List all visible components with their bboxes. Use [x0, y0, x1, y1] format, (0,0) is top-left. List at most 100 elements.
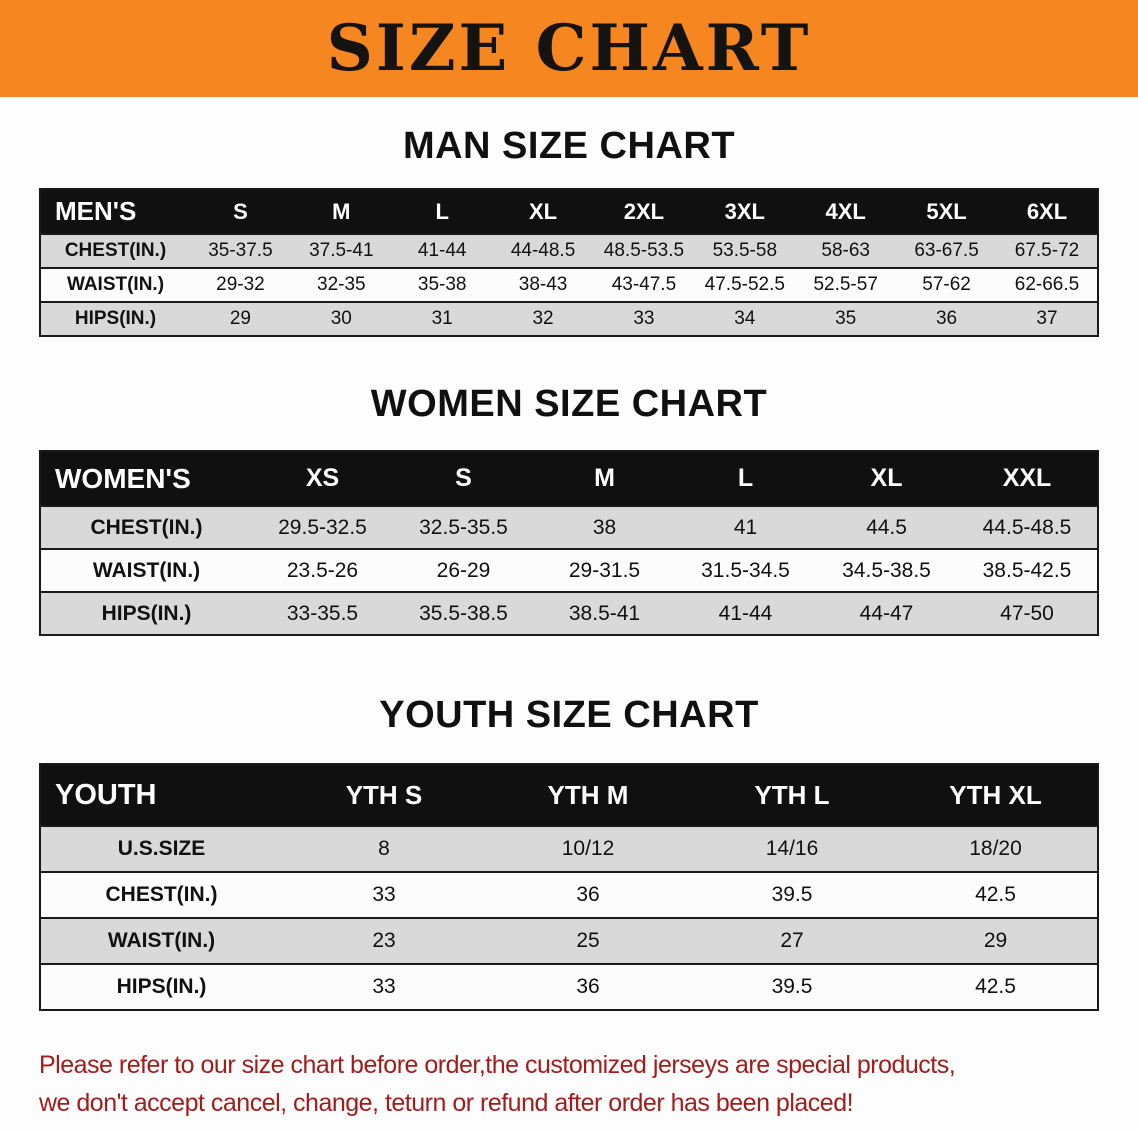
measurement-label: HIPS(IN.) [40, 301, 190, 337]
size-value-cell: 30 [290, 301, 392, 337]
size-value-cell: 44.5 [816, 505, 957, 550]
size-column-header: YTH M [486, 763, 690, 827]
size-column-header: YTH XL [894, 763, 1098, 827]
size-value-cell: 39.5 [690, 871, 894, 919]
size-value-cell: 63-67.5 [896, 233, 997, 269]
table-header-row: WOMEN'S XS S M L XL XXL [40, 450, 1098, 507]
size-value-cell: 27 [690, 917, 894, 965]
women-size-table: WOMEN'S XS S M L XL XXL CHEST(IN.) 29.5-32.5 32.5… [39, 450, 1099, 636]
measurement-label: WAIST(IN.) [40, 548, 252, 593]
size-value-cell: 39.5 [690, 963, 894, 1011]
measurement-row: WAIST(IN.) 29-32 32-35 35-38 38-43 43-47.5 47.… [40, 267, 1098, 303]
footer-disclaimer: Please refer to our size chart before or… [39, 1047, 1099, 1122]
measurement-row: HIPS(IN.) 33-35.5 35.5-38.5 38.5-41 41-44 44-… [40, 591, 1098, 636]
size-value-cell: 31 [391, 301, 493, 337]
youth-size-chart-section: YOUTH SIZE CHART YOUTH YTH S YTH M YTH L YTH… [0, 694, 1138, 1011]
banner: SIZE CHART [0, 0, 1138, 97]
page-title: SIZE CHART [326, 10, 812, 86]
size-value-cell: 10/12 [486, 825, 690, 873]
size-value-cell: 29-32 [190, 267, 291, 303]
men-size-table: MEN'S S M L XL 2XL 3XL 4XL 5XL 6XL CHEST(IN.) 35-37… [39, 188, 1099, 337]
size-value-cell: 38.5-42.5 [957, 548, 1098, 593]
size-column-header: S [393, 450, 534, 507]
size-value-cell: 53.5-58 [694, 233, 796, 269]
size-value-cell: 33 [593, 301, 695, 337]
measurement-label: CHEST(IN.) [40, 233, 190, 269]
measurement-label: WAIST(IN.) [40, 917, 282, 965]
measurement-label: U.S.SIZE [40, 825, 282, 873]
size-value-cell: 47.5-52.5 [694, 267, 796, 303]
size-value-cell: 33 [282, 963, 486, 1011]
size-value-cell: 29 [190, 301, 291, 337]
size-value-cell: 41 [675, 505, 816, 550]
size-value-cell: 14/16 [690, 825, 894, 873]
size-column-header: S [190, 188, 291, 235]
size-value-cell: 25 [486, 917, 690, 965]
size-column-header: M [534, 450, 675, 507]
measurement-row: U.S.SIZE 8 10/12 14/16 18/20 [40, 825, 1098, 873]
measurement-row: HIPS(IN.) 33 36 39.5 42.5 [40, 963, 1098, 1011]
size-value-cell: 67.5-72 [997, 233, 1098, 269]
measurement-row: HIPS(IN.) 29 30 31 32 33 34 35 36 37 [40, 301, 1098, 337]
size-value-cell: 44-47 [816, 591, 957, 636]
size-column-header: 5XL [896, 188, 997, 235]
size-value-cell: 58-63 [795, 233, 897, 269]
men-section-heading: MAN SIZE CHART [402, 125, 736, 167]
table-header-row: MEN'S S M L XL 2XL 3XL 4XL 5XL 6XL [40, 188, 1098, 235]
measurement-label: WAIST(IN.) [40, 267, 190, 303]
size-value-cell: 8 [282, 825, 486, 873]
size-column-header: YTH S [282, 763, 486, 827]
measurement-row: WAIST(IN.) 23 25 27 29 [40, 917, 1098, 965]
size-value-cell: 23.5-26 [252, 548, 393, 593]
measurement-label: HIPS(IN.) [40, 591, 252, 636]
table-header-row: YOUTH YTH S YTH M YTH L YTH XL [40, 763, 1098, 827]
size-value-cell: 36 [896, 301, 997, 337]
women-section-heading: WOMEN SIZE CHART [370, 383, 768, 425]
measurement-row: WAIST(IN.) 23.5-26 26-29 29-31.5 31.5-34.5 34… [40, 548, 1098, 593]
women-size-chart-section: WOMEN SIZE CHART WOMEN'S XS S M L XL XXL CHEST(… [0, 383, 1138, 636]
size-value-cell: 48.5-53.5 [593, 233, 695, 269]
men-size-chart-section: MAN SIZE CHART MEN'S S M L XL 2XL 3XL 4XL 5XL 6XL… [0, 125, 1138, 337]
size-value-cell: 62-66.5 [997, 267, 1098, 303]
measurement-row: CHEST(IN.) 33 36 39.5 42.5 [40, 871, 1098, 919]
size-column-header: 4XL [795, 188, 897, 235]
size-value-cell: 47-50 [957, 591, 1098, 636]
size-value-cell: 41-44 [675, 591, 816, 636]
size-column-header: 2XL [593, 188, 695, 235]
size-column-header: YTH L [690, 763, 894, 827]
size-column-header: 6XL [997, 188, 1098, 235]
youth-size-table: YOUTH YTH S YTH M YTH L YTH XL U.S.SIZE 8 10/12… [39, 763, 1099, 1011]
size-value-cell: 31.5-34.5 [675, 548, 816, 593]
disclaimer-line-2: we don't accept cancel, change, teturn o… [39, 1088, 854, 1117]
size-value-cell: 35 [795, 301, 897, 337]
size-value-cell: 35-38 [391, 267, 493, 303]
size-value-cell: 35.5-38.5 [393, 591, 534, 636]
disclaimer-line-1: Please refer to our size chart before or… [39, 1051, 956, 1079]
size-value-cell: 35-37.5 [190, 233, 291, 269]
youth-section-heading: YOUTH SIZE CHART [379, 694, 759, 736]
size-value-cell: 32 [492, 301, 594, 337]
measurement-label: HIPS(IN.) [40, 963, 282, 1011]
table-group-label: MEN'S [40, 188, 190, 235]
size-column-header: L [391, 188, 493, 235]
measurement-row: CHEST(IN.) 29.5-32.5 32.5-35.5 38 41 44.5 44.5… [40, 505, 1098, 550]
size-value-cell: 37 [997, 301, 1098, 337]
size-column-header: XS [252, 450, 393, 507]
size-value-cell: 38 [534, 505, 675, 550]
size-value-cell: 37.5-41 [290, 233, 392, 269]
size-value-cell: 34 [694, 301, 796, 337]
size-column-header: L [675, 450, 816, 507]
size-value-cell: 52.5-57 [795, 267, 897, 303]
size-value-cell: 26-29 [393, 548, 534, 593]
size-value-cell: 29.5-32.5 [252, 505, 393, 550]
size-column-header: 3XL [694, 188, 796, 235]
size-column-header: XXL [957, 450, 1098, 507]
size-value-cell: 57-62 [896, 267, 997, 303]
size-value-cell: 43-47.5 [593, 267, 695, 303]
size-value-cell: 33 [282, 871, 486, 919]
size-value-cell: 33-35.5 [252, 591, 393, 636]
size-value-cell: 44-48.5 [492, 233, 594, 269]
size-value-cell: 42.5 [894, 871, 1098, 919]
size-column-header: XL [816, 450, 957, 507]
